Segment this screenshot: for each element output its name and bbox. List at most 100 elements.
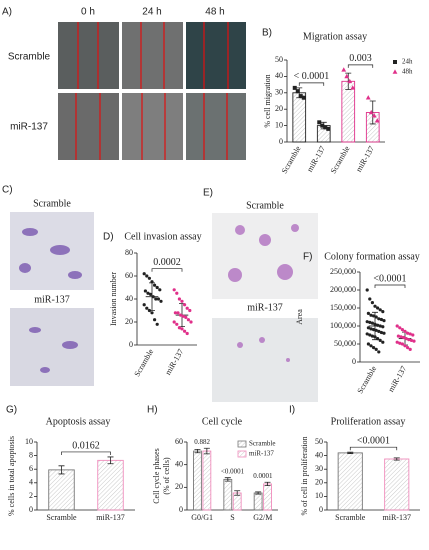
x-tick-label: Scramble — [355, 364, 378, 395]
y-tick-label: 4 — [29, 478, 33, 487]
column-label: 24 h — [142, 7, 161, 18]
point — [395, 340, 399, 344]
y-tick-label: 0 — [352, 357, 356, 366]
x-tick-label: miR-137 — [354, 144, 376, 173]
point — [400, 328, 404, 332]
y-tick-label: 2 — [29, 491, 33, 500]
point — [153, 283, 157, 287]
significance-bracket — [349, 446, 398, 451]
point — [372, 346, 376, 350]
point — [381, 340, 385, 344]
y-axis-label: (% of cells) — [162, 457, 171, 495]
point — [369, 344, 373, 348]
point — [381, 325, 385, 329]
x-tick-label: G2/M — [253, 513, 272, 522]
significance-bracket — [61, 451, 111, 455]
x-tick-label: Scramble — [329, 144, 352, 175]
error-bar — [393, 457, 400, 461]
chart-title: Cell invasion assay — [124, 231, 201, 242]
point — [365, 332, 369, 336]
point — [172, 288, 176, 292]
panel-letter: I) — [289, 405, 295, 416]
point — [382, 331, 386, 335]
error-bar — [345, 72, 352, 90]
point — [373, 304, 377, 308]
bar — [97, 459, 124, 511]
image-label: miR-137 — [34, 294, 70, 305]
bar — [263, 483, 272, 511]
point — [301, 95, 306, 100]
significance-bracket — [374, 284, 406, 288]
x-tick-label: miR-137 — [163, 347, 185, 376]
y-axis-label: Area — [295, 309, 304, 325]
row-label: miR-137 — [10, 122, 48, 133]
point — [177, 297, 181, 301]
point — [298, 94, 303, 99]
error-bar — [234, 490, 241, 496]
p-value: 0.882 — [194, 438, 210, 446]
point — [379, 317, 383, 322]
panel-letter: G) — [6, 405, 17, 416]
point — [366, 326, 370, 330]
error-bar — [58, 465, 65, 475]
point — [158, 288, 162, 292]
point — [156, 297, 160, 301]
y-tick-label: 20 — [125, 317, 133, 326]
invasion-images — [10, 212, 94, 386]
p-value: 0.003 — [349, 53, 372, 64]
point — [146, 291, 150, 295]
x-tick-label: Scramble — [280, 144, 303, 175]
p-value: 0.0001 — [253, 472, 273, 480]
y-tick-label: 60 — [125, 271, 133, 280]
significance-bracket — [298, 82, 325, 86]
y-axis-label: Cell cycle phases — [152, 448, 161, 504]
bar — [202, 450, 212, 511]
point — [180, 327, 184, 331]
point — [365, 288, 369, 292]
p-value: <0.0001 — [373, 273, 406, 284]
point — [145, 274, 149, 278]
point — [376, 306, 380, 310]
point — [378, 338, 382, 342]
point — [392, 69, 398, 74]
point — [365, 95, 371, 100]
point — [188, 308, 192, 313]
image-label: Scramble — [33, 198, 71, 209]
y-tick-label: 10 — [315, 491, 323, 500]
point — [155, 285, 159, 290]
y-tick-label: 0 — [129, 340, 133, 349]
y-tick-label: 20 — [275, 104, 283, 113]
bar — [223, 478, 233, 511]
point — [175, 291, 179, 295]
chart-title: Cell cycle — [202, 416, 243, 427]
point — [378, 324, 382, 328]
p-value: <0.0001 — [221, 467, 245, 475]
legend-swatch — [237, 440, 247, 448]
y-tick-label: 60 — [175, 437, 183, 446]
bar — [292, 92, 307, 143]
point — [173, 311, 177, 315]
x-tick-label: miR-137 — [386, 364, 408, 393]
y-tick-label: 10 — [25, 437, 33, 446]
point — [374, 347, 378, 351]
point — [398, 326, 402, 330]
bar — [384, 458, 410, 511]
point — [406, 331, 410, 335]
point — [295, 89, 300, 94]
point — [411, 333, 415, 337]
point — [407, 338, 411, 342]
y-tick-label: 40 — [275, 71, 283, 80]
error-bar — [264, 481, 271, 487]
point — [368, 320, 372, 324]
point — [184, 315, 188, 319]
x-tick-label: miR-137 — [96, 513, 124, 522]
point — [376, 337, 380, 341]
point — [150, 280, 154, 284]
point — [403, 329, 407, 333]
point — [151, 295, 155, 299]
point — [381, 310, 385, 314]
error-bar — [347, 451, 354, 454]
point — [398, 341, 402, 345]
point — [372, 328, 376, 332]
point — [371, 113, 377, 118]
